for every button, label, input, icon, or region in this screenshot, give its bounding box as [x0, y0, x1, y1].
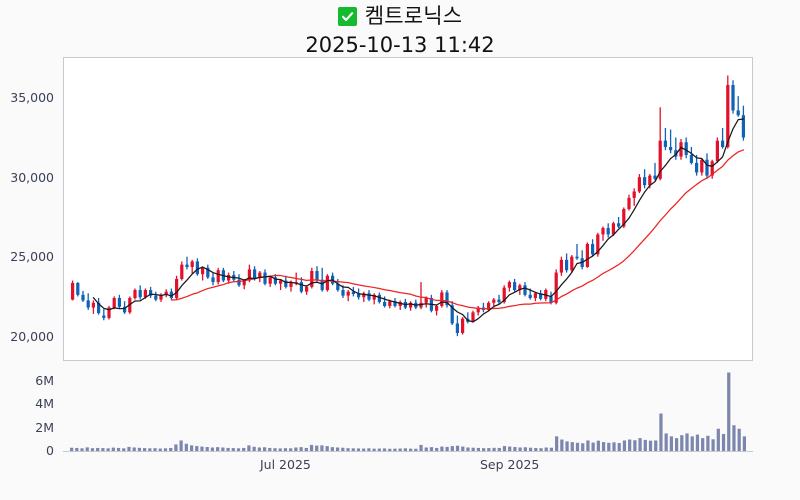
price-chart-panel: [63, 57, 753, 361]
volume-y-tick: 0: [46, 443, 54, 458]
price-y-tick: 25,000: [10, 249, 54, 265]
check-icon: [337, 6, 357, 26]
volume-y-tick: 4M: [35, 396, 54, 412]
volume-chart-panel: [63, 368, 753, 452]
volume-bars-svg: [69, 372, 747, 451]
volume-y-tick: 6M: [35, 372, 54, 388]
price-candlestick-svg: [70, 75, 746, 337]
price-y-tick: 35,000: [10, 90, 54, 106]
title-row: 켐트로닉스: [0, 2, 800, 30]
timestamp-subtitle: 2025-10-13 11:42: [305, 33, 495, 57]
volume-y-tick: 2M: [35, 419, 54, 435]
x-axis-tick: Sep 2025: [480, 457, 540, 472]
price-y-tick: 20,000: [10, 328, 54, 344]
chart-header: 켐트로닉스 2025-10-13 11:42: [0, 0, 800, 58]
price-y-tick: 30,000: [10, 169, 54, 185]
page-title: 켐트로닉스: [364, 4, 463, 28]
x-axis-tick: Jul 2025: [260, 457, 311, 472]
